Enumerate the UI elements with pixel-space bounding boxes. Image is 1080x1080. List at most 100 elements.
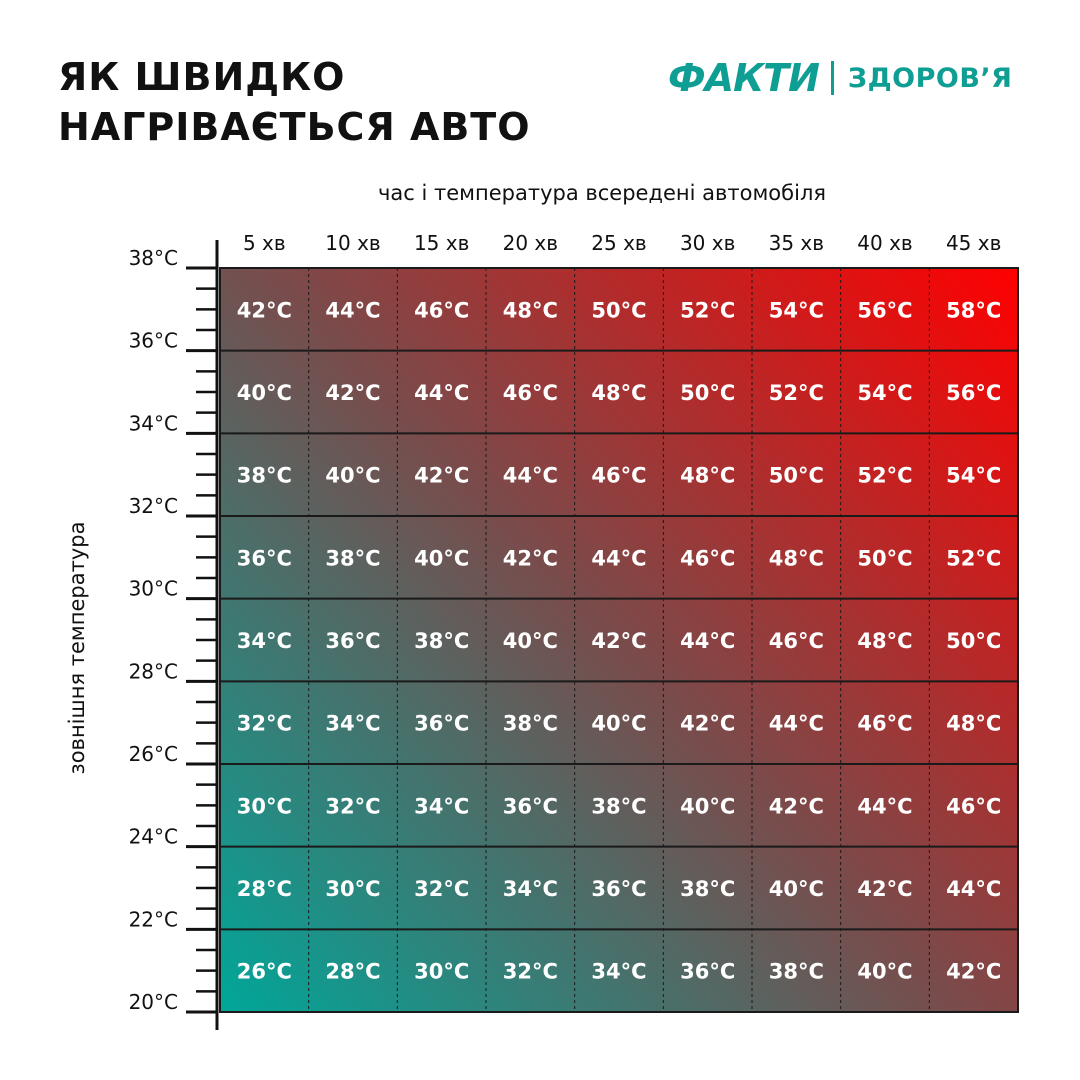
heatmap-cell-value: 40°C [769, 877, 824, 901]
heatmap-cell-value: 34°C [503, 877, 558, 901]
heatmap-cell-value: 46°C [946, 794, 1001, 818]
heatmap-cell-value: 42°C [591, 629, 646, 653]
heatmap-cell-value: 48°C [946, 712, 1001, 736]
heatmap-cell-value: 38°C [591, 794, 646, 818]
heatmap-cell-value: 40°C [237, 381, 292, 405]
x-tick-label: 5 хв [243, 231, 286, 255]
heatmap-cell-value: 42°C [946, 960, 1001, 984]
heatmap-cell-value: 44°C [325, 298, 380, 322]
y-tick-label: 20°C [129, 990, 178, 1014]
x-tick-label: 40 хв [857, 231, 912, 255]
heatmap-cell-value: 38°C [237, 464, 292, 488]
heatmap-cell-value: 48°C [680, 464, 735, 488]
heatmap-cell-value: 44°C [857, 794, 912, 818]
heatmap-cell-value: 50°C [857, 546, 912, 570]
heatmap-cell-value: 56°C [946, 381, 1001, 405]
heatmap-cell-value: 52°C [680, 298, 735, 322]
heatmap-cell-value: 44°C [503, 464, 558, 488]
heatmap-cell-value: 38°C [680, 877, 735, 901]
heatmap-cell-value: 50°C [946, 629, 1001, 653]
x-tick-label: 45 хв [946, 231, 1001, 255]
x-tick-label: 15 хв [414, 231, 469, 255]
heatmap-cell-value: 38°C [503, 712, 558, 736]
heatmap-cell-value: 52°C [946, 546, 1001, 570]
y-tick-label: 34°C [129, 411, 178, 435]
x-axis-title: час і температура всередені автомобіля [378, 181, 826, 205]
heatmap-cell-value: 52°C [857, 464, 912, 488]
heatmap-cell-value: 50°C [591, 298, 646, 322]
heatmap-cell-value: 28°C [237, 877, 292, 901]
heatmap-cell-value: 52°C [769, 381, 824, 405]
heatmap-background [220, 268, 1018, 1012]
heatmap-cell-value: 32°C [414, 877, 469, 901]
title-line-2: НАГРІВАЄТЬСЯ АВТО [58, 105, 531, 149]
heatmap-cell-value: 36°C [414, 712, 469, 736]
x-tick-label: 20 хв [503, 231, 558, 255]
heatmap-cell-value: 44°C [946, 877, 1001, 901]
heatmap-cell-value: 48°C [503, 298, 558, 322]
heatmap-cell-value: 46°C [769, 629, 824, 653]
heatmap-cell-value: 54°C [769, 298, 824, 322]
brand-section: ЗДОРОВ’Я [847, 62, 1013, 94]
y-tick-label: 32°C [129, 494, 178, 518]
heatmap-cell-value: 46°C [857, 712, 912, 736]
x-tick-label: 10 хв [325, 231, 380, 255]
heatmap-cell-value: 38°C [769, 960, 824, 984]
heatmap-cell-value: 42°C [857, 877, 912, 901]
y-tick-label: 22°C [129, 907, 178, 931]
heatmap-cell-value: 54°C [946, 464, 1001, 488]
heatmap-cell-value: 36°C [591, 877, 646, 901]
heatmap-cell-value: 46°C [591, 464, 646, 488]
heatmap-cell-value: 36°C [680, 960, 735, 984]
heatmap-cell-value: 50°C [769, 464, 824, 488]
heatmap-cell-value: 32°C [503, 960, 558, 984]
heatmap-cell-value: 30°C [325, 877, 380, 901]
heatmap-cell-value: 44°C [414, 381, 469, 405]
heatmap-cell-value: 36°C [325, 629, 380, 653]
heatmap-cell-value: 42°C [237, 298, 292, 322]
heatmap-cell-value: 34°C [414, 794, 469, 818]
heatmap-cell-value: 40°C [591, 712, 646, 736]
heatmap-cell-value: 42°C [680, 712, 735, 736]
x-tick-label: 25 хв [591, 231, 646, 255]
y-tick-label: 26°C [129, 742, 178, 766]
heatmap-cell-value: 46°C [414, 298, 469, 322]
y-tick-label: 24°C [129, 825, 178, 849]
heatmap-cell-value: 48°C [591, 381, 646, 405]
heatmap-cell-value: 28°C [325, 960, 380, 984]
heatmap-cell-value: 50°C [680, 381, 735, 405]
heatmap-border [219, 267, 1019, 1013]
brand-name: ФАКТИ [668, 56, 820, 100]
heatmap-cell-value: 40°C [680, 794, 735, 818]
y-tick-label: 36°C [129, 329, 178, 353]
heatmap-cell-value: 46°C [503, 381, 558, 405]
heatmap-cell-value: 42°C [769, 794, 824, 818]
y-axis-title: зовнішня температура [65, 522, 89, 775]
heatmap-cell-value: 44°C [591, 546, 646, 570]
heatmap-cell-value: 40°C [503, 629, 558, 653]
heatmap-cell-value: 58°C [946, 298, 1001, 322]
heatmap-cell-value: 48°C [857, 629, 912, 653]
heatmap-cell-value: 54°C [857, 381, 912, 405]
heatmap-cell-value: 38°C [325, 546, 380, 570]
page-title: ЯК ШВИДКО НАГРІВАЄТЬСЯ АВТО [58, 52, 531, 152]
heatmap-cell-value: 32°C [237, 712, 292, 736]
heatmap-cell-value: 44°C [769, 712, 824, 736]
heatmap-cell-value: 26°C [237, 960, 292, 984]
heatmap-cell-value: 30°C [414, 960, 469, 984]
x-tick-label: 30 хв [680, 231, 735, 255]
heatmap-cell-value: 42°C [325, 381, 380, 405]
heatmap-cell-value: 36°C [503, 794, 558, 818]
heatmap-cell-value: 36°C [237, 546, 292, 570]
heatmap-cell-value: 40°C [325, 464, 380, 488]
heatmap-cell-value: 42°C [503, 546, 558, 570]
heatmap-cell-value: 40°C [857, 960, 912, 984]
heatmap-cell-value: 46°C [680, 546, 735, 570]
x-tick-label: 35 хв [769, 231, 824, 255]
y-tick-label: 28°C [129, 659, 178, 683]
heatmap-cell-value: 38°C [414, 629, 469, 653]
heatmap-cell-value: 48°C [769, 546, 824, 570]
title-line-1: ЯК ШВИДКО [58, 55, 346, 99]
heatmap-cell-value: 40°C [414, 546, 469, 570]
